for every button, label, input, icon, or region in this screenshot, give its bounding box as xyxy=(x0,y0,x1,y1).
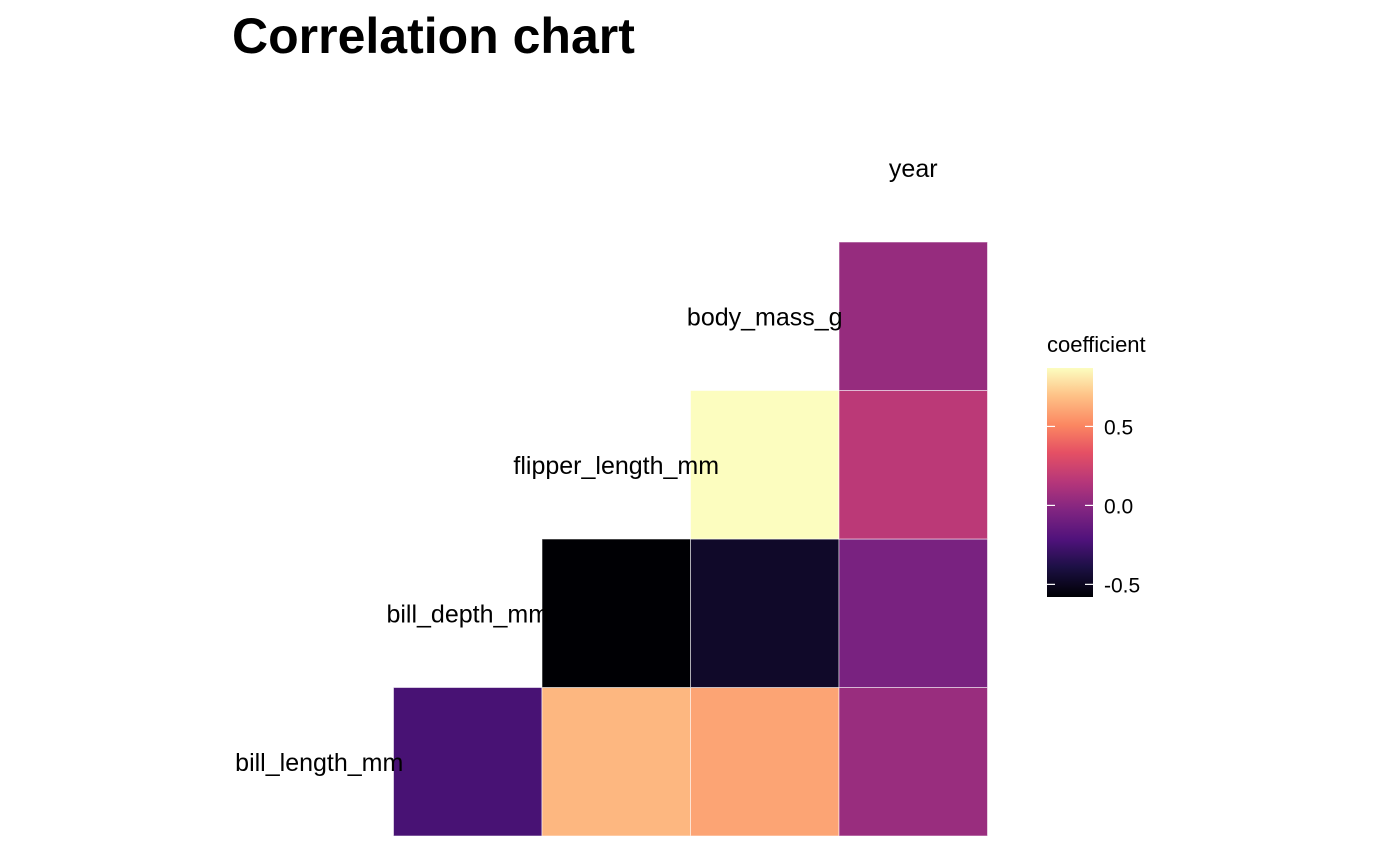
cell-bill_length_mm-year xyxy=(838,687,988,837)
variable-label-flipper_length_mm: flipper_length_mm xyxy=(513,452,719,480)
cell-bill_length_mm-body_mass_g xyxy=(690,687,840,837)
legend: coefficient -0.5 0.0 0.5 xyxy=(1047,332,1146,597)
cell-bill_depth_mm-body_mass_g xyxy=(690,538,840,688)
legend-colorbar xyxy=(1047,368,1093,597)
variable-label-bill_depth_mm: bill_depth_mm xyxy=(386,600,549,628)
cell-bill_length_mm-flipper_length_mm xyxy=(541,687,691,837)
legend-tick-label: 0.0 xyxy=(1104,495,1133,518)
cell-bill_length_mm-bill_depth_mm xyxy=(393,687,543,837)
variable-labels: bill_length_mm bill_depth_mm flipper_lengt… xyxy=(235,155,937,777)
cell-body_mass_g-year xyxy=(838,241,988,391)
cell-bill_depth_mm-year xyxy=(838,538,988,688)
legend-tick-label: -0.5 xyxy=(1104,574,1140,597)
variable-label-body_mass_g: body_mass_g xyxy=(687,303,843,331)
legend-tick-label: 0.5 xyxy=(1104,416,1133,439)
cell-flipper_length_mm-year xyxy=(838,390,988,540)
cell-bill_depth_mm-flipper_length_mm xyxy=(541,538,691,688)
legend-title: coefficient xyxy=(1047,332,1146,357)
heatmap-tiles xyxy=(393,241,988,837)
variable-label-bill_length_mm: bill_length_mm xyxy=(235,749,403,777)
cell-flipper_length_mm-body_mass_g xyxy=(690,390,840,540)
chart-title: Correlation chart xyxy=(232,8,635,64)
variable-label-year: year xyxy=(889,155,938,183)
